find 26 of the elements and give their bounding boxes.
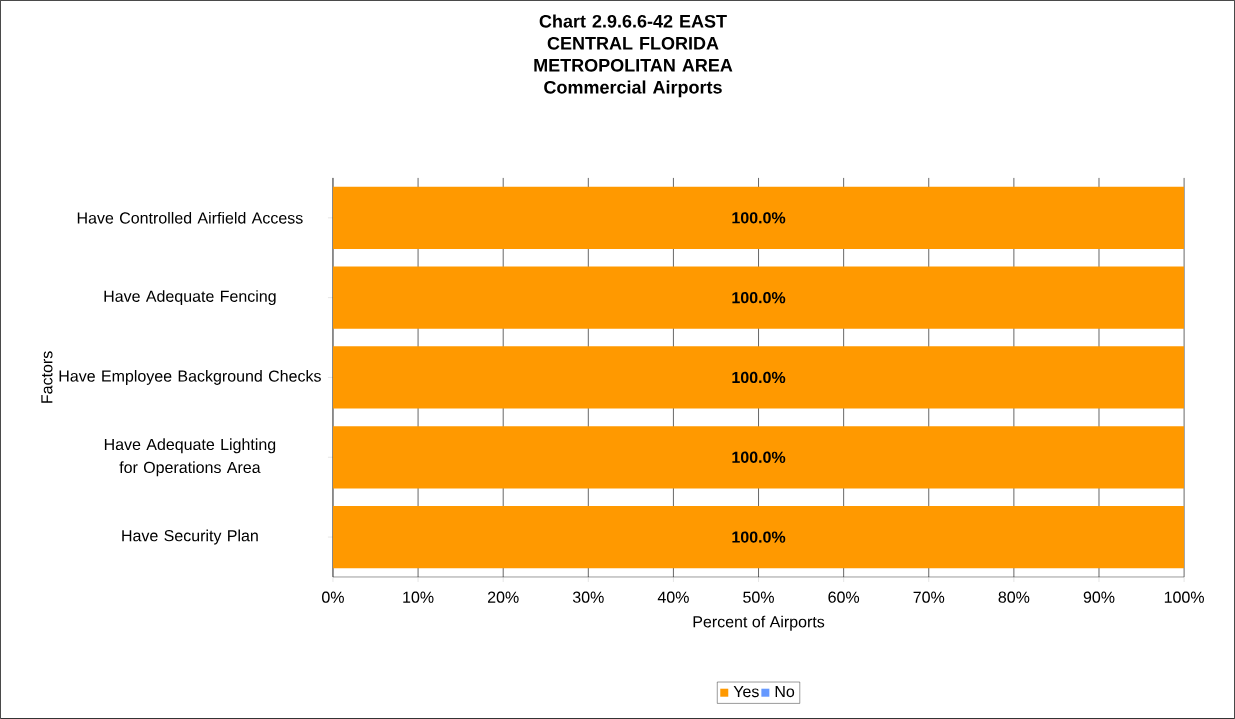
x-tick-label: 20% — [487, 591, 519, 603]
y-tick-label: Have Controlled Airfield Access — [77, 212, 303, 224]
x-tick-label: 70% — [913, 591, 945, 603]
x-tick-label: 0% — [322, 591, 344, 603]
x-tick-label: 10% — [403, 591, 434, 603]
x-axis-title: Percent of Airports — [693, 615, 825, 631]
x-tick-label: 40% — [657, 591, 689, 603]
x-tick-label: 80% — [998, 591, 1030, 603]
x-tick-label: 60% — [828, 591, 860, 603]
x-tick-label: 30% — [572, 591, 604, 603]
chart-title: Chart 2.9.6.6-42 EAST CENTRAL FLORIDA METROPOLITAN AREA Commercial Airports — [534, 14, 733, 98]
data-label: 100.0% — [732, 212, 786, 224]
data-label: 100.0% — [732, 531, 786, 543]
data-label: 100.0% — [732, 292, 786, 304]
y-tick-label: Have Employee Background Checks — [59, 370, 321, 385]
y-tick-label: Have Adequate Fencing — [104, 290, 276, 306]
x-tick-label: 100% — [1164, 591, 1204, 603]
x-tick-label: 90% — [1083, 591, 1115, 603]
legend-label: No — [775, 686, 795, 698]
legend-label: Yes — [733, 686, 759, 698]
x-tick-label: 50% — [743, 591, 774, 603]
y-tick-label: Have Security Plan — [122, 529, 258, 545]
data-label: 100.0% — [732, 451, 786, 463]
data-label: 100.0% — [732, 371, 786, 384]
y-tick-label: Have Adequate Lighting for Operations Area — [104, 438, 276, 477]
y-axis-title: Factors — [41, 351, 53, 403]
